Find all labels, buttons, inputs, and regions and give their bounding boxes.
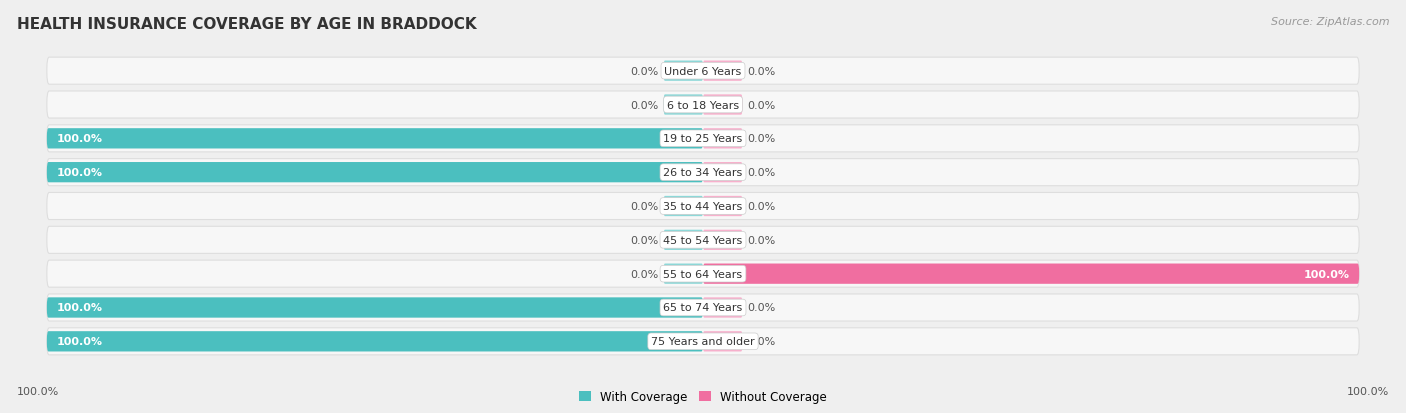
Text: Source: ZipAtlas.com: Source: ZipAtlas.com — [1271, 17, 1389, 26]
FancyBboxPatch shape — [46, 159, 1360, 186]
FancyBboxPatch shape — [703, 230, 742, 250]
FancyBboxPatch shape — [46, 294, 1360, 321]
Text: 26 to 34 Years: 26 to 34 Years — [664, 168, 742, 178]
Text: 0.0%: 0.0% — [748, 134, 776, 144]
Text: 100.0%: 100.0% — [56, 337, 103, 347]
FancyBboxPatch shape — [46, 261, 1360, 287]
Text: 0.0%: 0.0% — [748, 303, 776, 313]
FancyBboxPatch shape — [703, 129, 742, 149]
Text: 45 to 54 Years: 45 to 54 Years — [664, 235, 742, 245]
Text: 19 to 25 Years: 19 to 25 Years — [664, 134, 742, 144]
FancyBboxPatch shape — [664, 95, 703, 115]
FancyBboxPatch shape — [46, 298, 703, 318]
Text: Under 6 Years: Under 6 Years — [665, 66, 741, 76]
FancyBboxPatch shape — [703, 331, 742, 351]
Text: 0.0%: 0.0% — [630, 235, 658, 245]
FancyBboxPatch shape — [46, 328, 1360, 355]
Text: 75 Years and older: 75 Years and older — [651, 337, 755, 347]
Text: 0.0%: 0.0% — [748, 235, 776, 245]
FancyBboxPatch shape — [46, 331, 703, 351]
FancyBboxPatch shape — [703, 196, 742, 217]
Text: 0.0%: 0.0% — [748, 337, 776, 347]
FancyBboxPatch shape — [703, 163, 742, 183]
FancyBboxPatch shape — [703, 264, 1360, 284]
FancyBboxPatch shape — [46, 58, 1360, 85]
Text: 0.0%: 0.0% — [630, 269, 658, 279]
Text: 0.0%: 0.0% — [630, 66, 658, 76]
Text: 0.0%: 0.0% — [748, 100, 776, 110]
FancyBboxPatch shape — [664, 264, 703, 284]
Legend: With Coverage, Without Coverage: With Coverage, Without Coverage — [574, 385, 832, 408]
FancyBboxPatch shape — [703, 95, 742, 115]
Text: 100.0%: 100.0% — [1303, 269, 1350, 279]
FancyBboxPatch shape — [46, 92, 1360, 119]
FancyBboxPatch shape — [46, 126, 1360, 152]
FancyBboxPatch shape — [703, 62, 742, 82]
Text: 100.0%: 100.0% — [56, 168, 103, 178]
Text: 0.0%: 0.0% — [748, 202, 776, 211]
FancyBboxPatch shape — [46, 129, 703, 149]
Text: 55 to 64 Years: 55 to 64 Years — [664, 269, 742, 279]
FancyBboxPatch shape — [703, 298, 742, 318]
Text: 0.0%: 0.0% — [630, 100, 658, 110]
Text: 35 to 44 Years: 35 to 44 Years — [664, 202, 742, 211]
FancyBboxPatch shape — [46, 163, 703, 183]
Text: HEALTH INSURANCE COVERAGE BY AGE IN BRADDOCK: HEALTH INSURANCE COVERAGE BY AGE IN BRAD… — [17, 17, 477, 31]
FancyBboxPatch shape — [664, 196, 703, 217]
FancyBboxPatch shape — [46, 227, 1360, 254]
FancyBboxPatch shape — [664, 62, 703, 82]
Text: 6 to 18 Years: 6 to 18 Years — [666, 100, 740, 110]
Text: 100.0%: 100.0% — [56, 303, 103, 313]
Text: 65 to 74 Years: 65 to 74 Years — [664, 303, 742, 313]
FancyBboxPatch shape — [46, 193, 1360, 220]
Text: 100.0%: 100.0% — [56, 134, 103, 144]
Text: 0.0%: 0.0% — [748, 168, 776, 178]
Text: 0.0%: 0.0% — [630, 202, 658, 211]
FancyBboxPatch shape — [664, 230, 703, 250]
Text: 0.0%: 0.0% — [748, 66, 776, 76]
Text: 100.0%: 100.0% — [17, 387, 59, 396]
Text: 100.0%: 100.0% — [1347, 387, 1389, 396]
